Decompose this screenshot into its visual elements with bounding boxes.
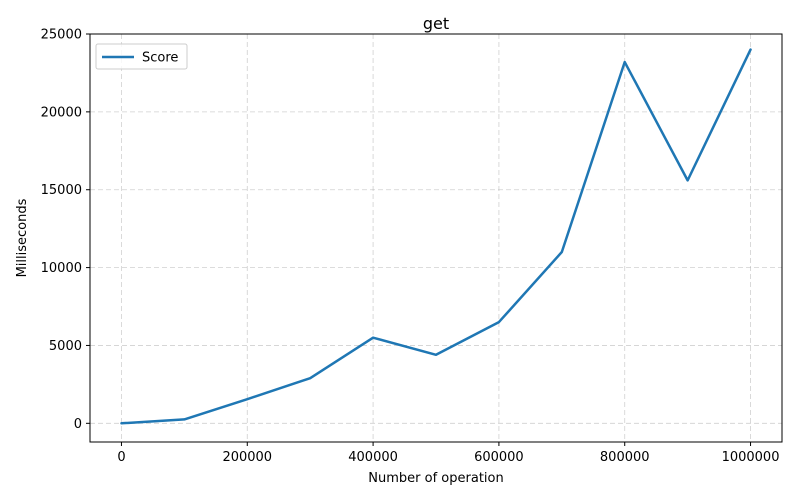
x-tick-label: 400000 — [348, 450, 398, 465]
legend-box — [95, 43, 188, 70]
y-tick-label: 20000 — [41, 105, 82, 120]
x-axis-ticks: 0 200000 400000 600000 800000 1000000 — [117, 442, 779, 465]
x-tick-label: 0 — [117, 450, 125, 465]
y-tick-label: 5000 — [49, 339, 82, 354]
x-tick-label: 800000 — [600, 450, 650, 465]
x-tick-label: 1000000 — [722, 450, 780, 465]
y-axis-label: Milliseconds — [15, 198, 30, 277]
x-axis-label: Number of operation — [368, 471, 503, 486]
plot-area-frame — [89, 33, 783, 443]
y-tick-label: 25000 — [41, 28, 82, 43]
legend-label-score: Score — [142, 51, 178, 66]
legend: Score — [95, 43, 188, 70]
y-tick-label: 15000 — [41, 183, 82, 198]
series-group — [120, 48, 752, 425]
x-tick-label: 600000 — [474, 450, 524, 465]
y-axis-ticks: 0 5000 10000 15000 20000 25000 — [41, 28, 90, 432]
chart-title: get — [423, 14, 449, 33]
x-tick-label: 200000 — [222, 450, 272, 465]
y-tick-label: 10000 — [41, 261, 82, 276]
y-tick-label: 0 — [74, 417, 82, 432]
